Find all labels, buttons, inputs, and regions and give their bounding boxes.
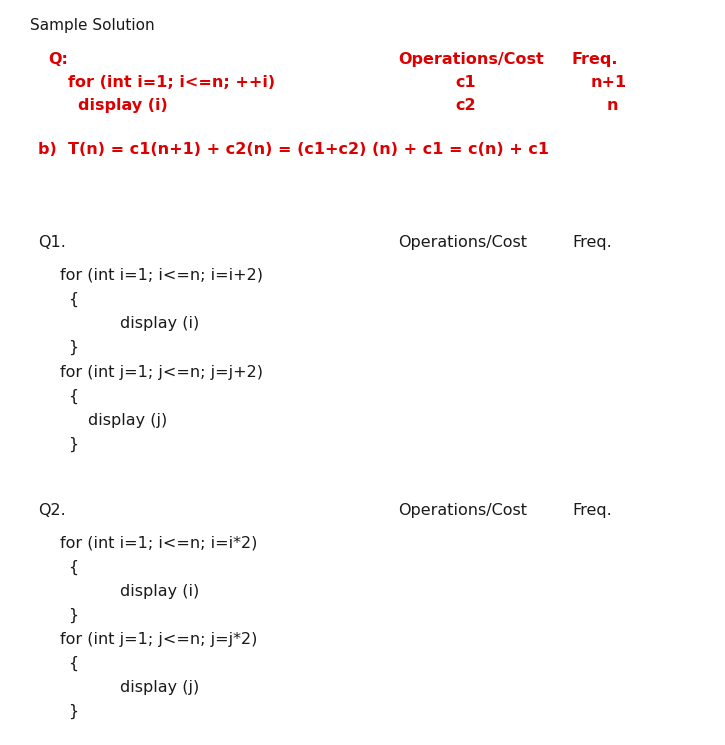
Text: }: }: [68, 608, 78, 624]
Text: Freq.: Freq.: [572, 235, 612, 250]
Text: c2: c2: [455, 98, 476, 113]
Text: Operations/Cost: Operations/Cost: [398, 52, 544, 67]
Text: b)  T(n) = c1(n+1) + c2(n) = (c1+c2) (n) + c1 = c(n) + c1: b) T(n) = c1(n+1) + c2(n) = (c1+c2) (n) …: [38, 142, 549, 157]
Text: }: }: [68, 340, 78, 355]
Text: display (i): display (i): [120, 584, 199, 599]
Text: for (int i=1; i<=n; i=i+2): for (int i=1; i<=n; i=i+2): [60, 268, 263, 283]
Text: Operations/Cost: Operations/Cost: [398, 503, 527, 518]
Text: Freq.: Freq.: [572, 52, 618, 67]
Text: }: }: [68, 704, 78, 719]
Text: c1: c1: [455, 75, 476, 90]
Text: Operations/Cost: Operations/Cost: [398, 235, 527, 250]
Text: {: {: [68, 656, 78, 671]
Text: for (int i=1; i<=n; i=i*2): for (int i=1; i<=n; i=i*2): [60, 536, 257, 551]
Text: display (j): display (j): [88, 413, 167, 428]
Text: }: }: [68, 437, 78, 452]
Text: display (i): display (i): [120, 316, 199, 331]
Text: {: {: [68, 389, 78, 405]
Text: for (int j=1; j<=n; j=j*2): for (int j=1; j<=n; j=j*2): [60, 632, 257, 647]
Text: n: n: [607, 98, 618, 113]
Text: Q:: Q:: [48, 52, 68, 67]
Text: {: {: [68, 292, 78, 307]
Text: Freq.: Freq.: [572, 503, 612, 518]
Text: for (int j=1; j<=n; j=j+2): for (int j=1; j<=n; j=j+2): [60, 365, 263, 380]
Text: display (j): display (j): [120, 680, 199, 695]
Text: n+1: n+1: [591, 75, 627, 90]
Text: Sample Solution: Sample Solution: [30, 18, 154, 33]
Text: for (int i=1; i<=n; ++i): for (int i=1; i<=n; ++i): [68, 75, 275, 90]
Text: Q1.: Q1.: [38, 235, 66, 250]
Text: display (i): display (i): [78, 98, 167, 113]
Text: {: {: [68, 560, 78, 575]
Text: Q2.: Q2.: [38, 503, 66, 518]
